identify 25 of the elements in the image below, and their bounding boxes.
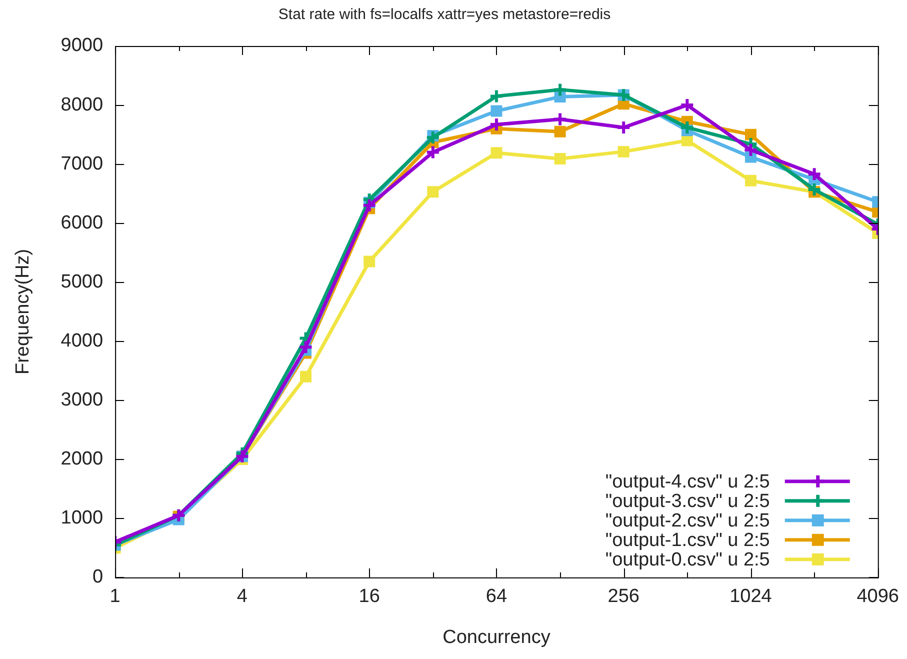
chart-title: Stat rate with fs=localfs xattr=yes metastore=redis [278, 6, 611, 24]
y-tick-label: 8000 [60, 94, 104, 116]
legend-label: "output-1.csv" u 2:5 [605, 530, 770, 552]
legend-label: "output-4.csv" u 2:5 [605, 472, 770, 493]
legend-label: "output-2.csv" u 2:5 [605, 510, 770, 532]
y-tick-label: 1000 [60, 508, 104, 529]
y-tick-label: 7000 [60, 153, 104, 174]
x-tick-label: 16 [358, 586, 380, 608]
y-tick-label: 2000 [60, 448, 104, 470]
y-tick-label: 0 [92, 566, 104, 588]
x-tick-label: 1 [110, 586, 120, 608]
x-tick-label: 256 [608, 586, 640, 608]
y-tick-label: 3000 [60, 390, 104, 410]
legend-label: "output-0.csv" u 2:5 [605, 550, 770, 571]
y-tick-label: 5000 [60, 271, 104, 292]
y-axis-title: Frequency(Hz) [12, 248, 34, 375]
y-tick-label: 4000 [60, 330, 104, 352]
legend-label: "output-3.csv" u 2:5 [605, 491, 770, 512]
y-tick-label: 6000 [60, 212, 104, 234]
x-tick-label: 4 [236, 586, 248, 608]
y-tick-label: 9000 [60, 35, 104, 56]
x-axis-title: Concurrency [442, 626, 551, 648]
x-tick-label: 64 [486, 586, 508, 608]
x-tick-label: 1024 [730, 586, 772, 608]
x-tick-label: 4096 [856, 586, 900, 608]
